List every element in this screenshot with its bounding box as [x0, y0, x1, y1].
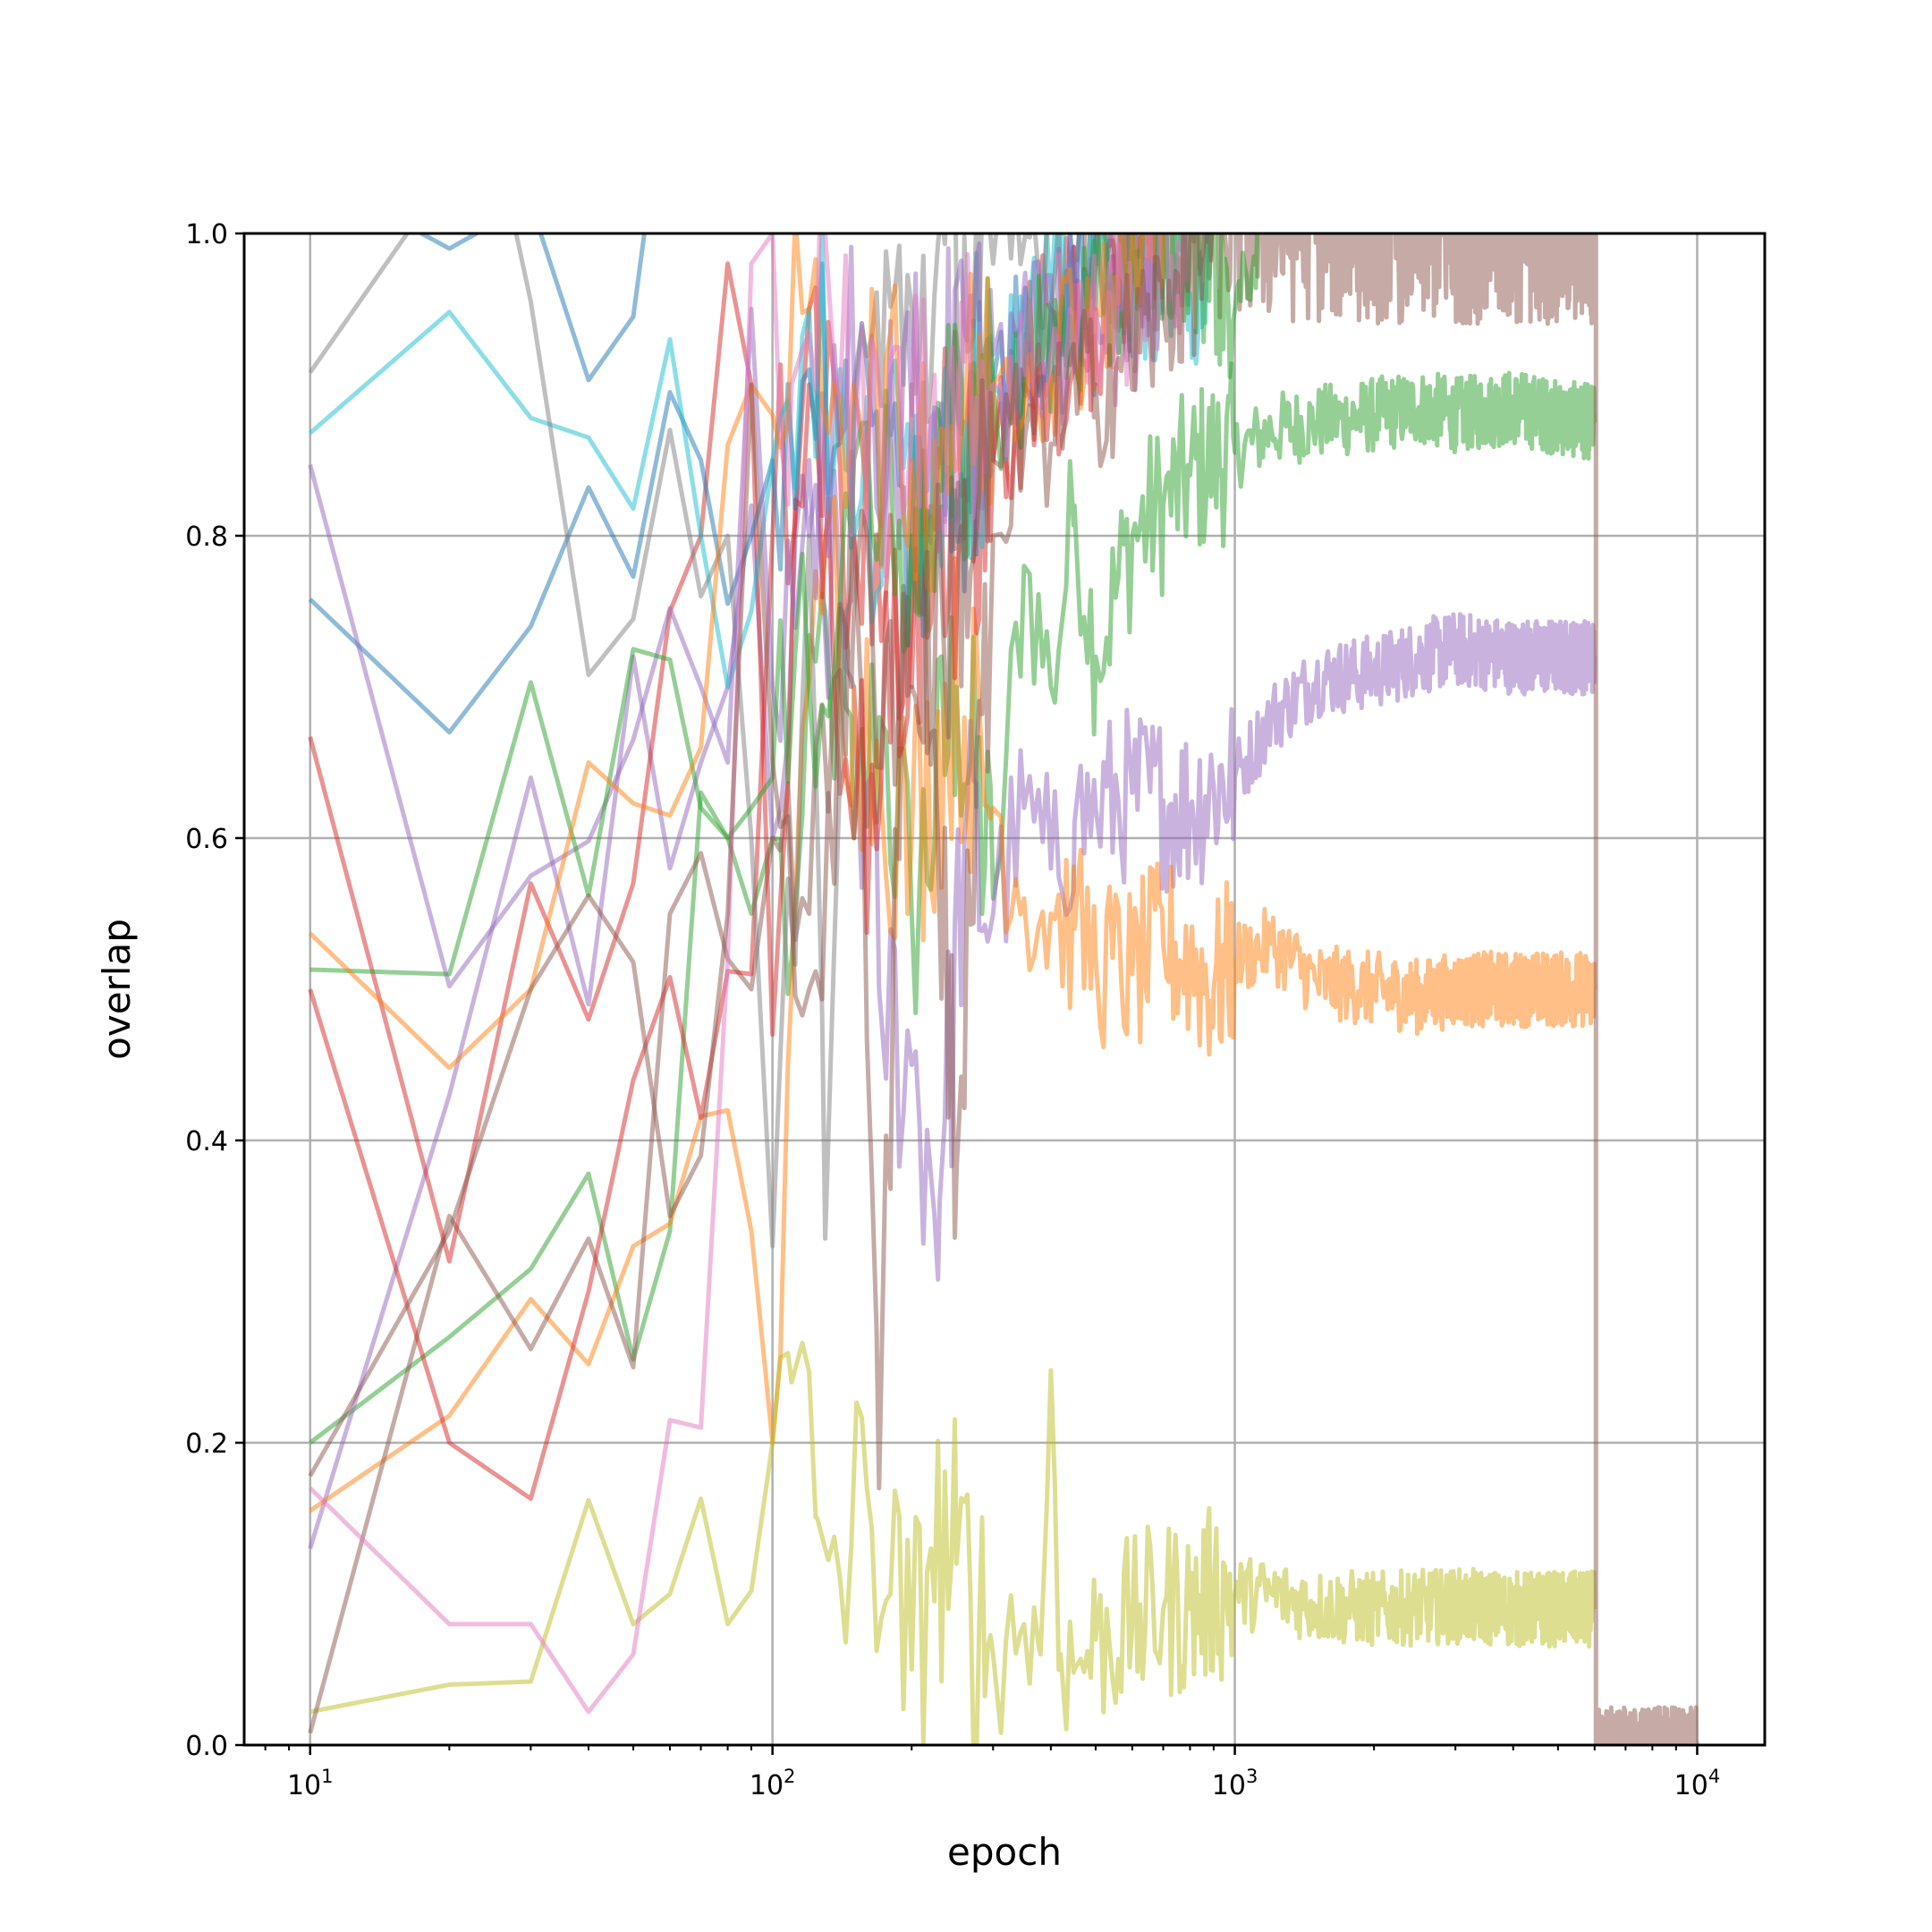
- series-line-5: [308, 233, 1699, 1745]
- y-tick-label: 0.6: [185, 824, 228, 855]
- y-tick-label: 0.8: [185, 521, 228, 553]
- plot-frame: [242, 232, 1767, 1747]
- series-line-2: [308, 469, 1597, 1550]
- series-layer: [308, 233, 1699, 1745]
- x-axis-label: epoch: [947, 1830, 1062, 1874]
- y-axis-label: overlap: [95, 919, 139, 1060]
- series-line-4: [309, 1341, 1597, 1745]
- series-line-1: [309, 361, 1597, 1445]
- y-tick-label: 0.2: [185, 1428, 228, 1460]
- x-tick-label: 103: [1212, 1766, 1258, 1801]
- x-tick-label: 104: [1674, 1766, 1721, 1801]
- y-tick-label: 1.0: [185, 219, 228, 250]
- series-line-16: [308, 233, 1214, 1478]
- y-tick-label: 0.4: [185, 1126, 228, 1157]
- series-line-3: [309, 495, 1597, 1513]
- series-line-9: [417, 233, 647, 383]
- axis-ticks: 0.0 0.2 0.4 0.6 0.8 1.0 101 102 103 104: [185, 219, 1720, 1801]
- x-tick-label: 101: [287, 1766, 334, 1801]
- x-tick-label: 102: [750, 1766, 796, 1801]
- y-tick-label: 0.0: [185, 1731, 228, 1762]
